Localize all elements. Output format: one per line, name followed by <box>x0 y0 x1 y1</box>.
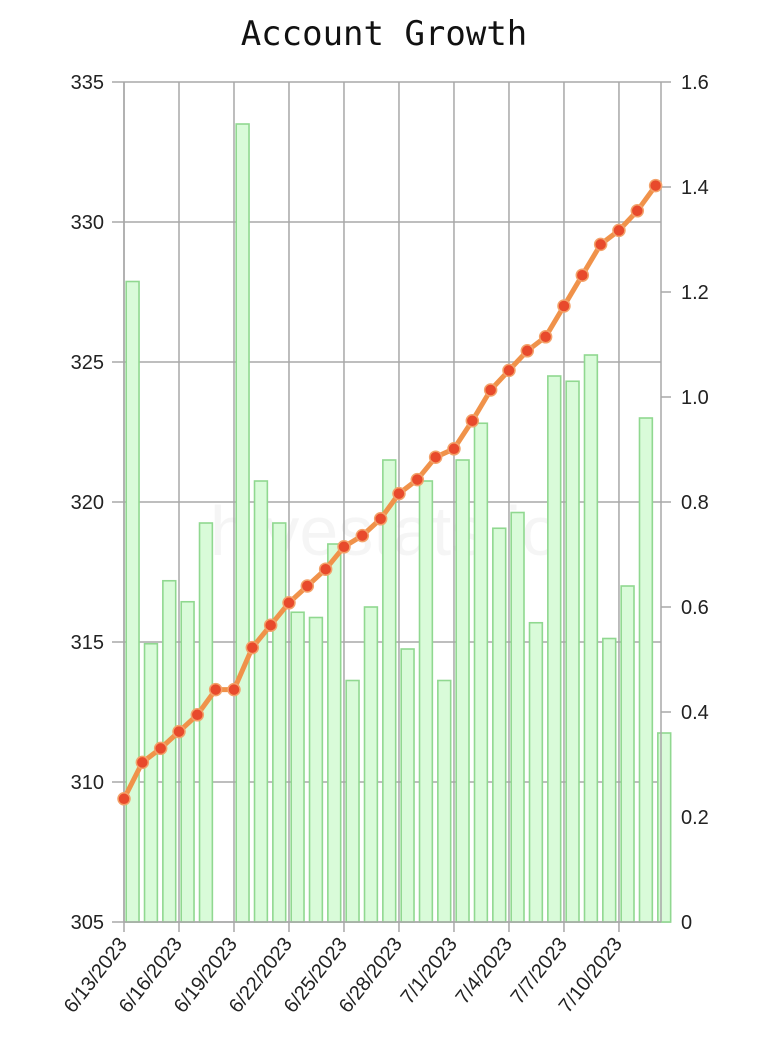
right-tick-label: 1.2 <box>681 282 709 304</box>
line-point <box>483 383 498 397</box>
line-point <box>447 442 461 456</box>
left-tick-label: 315 <box>71 632 104 654</box>
bar <box>290 611 305 923</box>
left-axis-ticks: 305 310 315 320 325 330 335 <box>71 72 104 934</box>
line-point <box>117 792 131 806</box>
bar <box>180 600 195 923</box>
right-tick-label: 1.4 <box>681 177 709 199</box>
line-point <box>465 414 480 428</box>
bar <box>565 380 580 923</box>
bar <box>620 585 635 923</box>
line-point <box>208 682 223 697</box>
line-point <box>630 204 645 218</box>
bar <box>547 375 562 923</box>
bar <box>125 280 140 923</box>
bar <box>473 422 489 923</box>
line-point <box>612 223 626 238</box>
bar <box>143 642 159 923</box>
line-point <box>392 486 406 501</box>
line-point <box>593 237 608 252</box>
bar <box>418 480 434 923</box>
right-tick-label: 1.6 <box>681 72 709 94</box>
line-point <box>648 178 663 193</box>
bar <box>657 732 672 923</box>
right-tick-label: 0.4 <box>681 702 709 724</box>
left-tick-label: 335 <box>71 72 104 94</box>
bar <box>602 637 617 923</box>
line-point <box>282 596 296 610</box>
bar <box>583 354 599 923</box>
bar <box>400 648 415 923</box>
line-point <box>245 640 260 655</box>
right-axis-ticks: 0 0.2 0.4 0.6 0.8 1.0 1.2 1.4 1.6 <box>681 72 709 934</box>
bar <box>437 679 452 923</box>
line-point <box>263 618 278 632</box>
left-tick-label: 320 <box>71 492 104 514</box>
left-tick-label: 330 <box>71 212 104 234</box>
line-point <box>153 741 168 756</box>
bar <box>510 511 525 923</box>
line-point <box>410 472 425 487</box>
bar <box>638 417 654 923</box>
bar <box>345 679 360 923</box>
bar <box>492 527 507 923</box>
line-point <box>575 268 590 282</box>
line-point <box>557 299 571 313</box>
bar <box>253 480 269 923</box>
left-tick-label: 305 <box>71 912 104 934</box>
line-point <box>190 708 205 722</box>
line-point <box>300 579 315 593</box>
bar <box>455 459 470 923</box>
bar <box>382 459 397 923</box>
bar <box>528 621 544 923</box>
line-point <box>428 450 443 464</box>
left-tick-label: 325 <box>71 352 104 374</box>
x-tick-label: 7/1/2023 <box>397 934 462 1009</box>
axes <box>123 82 662 923</box>
right-tick-label: 1.0 <box>681 387 709 409</box>
chart-title: Account Growth <box>240 14 528 54</box>
line-point <box>227 682 241 697</box>
bar <box>198 522 214 923</box>
right-tick-label: 0.2 <box>681 807 709 829</box>
line-point <box>355 528 370 543</box>
x-tick-label: 7/4/2023 <box>452 934 517 1009</box>
right-tick-label: 0 <box>681 912 692 934</box>
bar <box>308 616 324 923</box>
x-axis-ticks: 6/13/20236/16/20236/19/20236/22/20236/25… <box>60 934 627 1018</box>
line-point <box>373 512 388 526</box>
line-point <box>337 540 351 554</box>
bar <box>327 543 342 923</box>
line-series <box>117 178 663 806</box>
left-tick-label: 310 <box>71 772 104 794</box>
right-tick-label: 0.8 <box>681 492 709 514</box>
bar <box>235 123 250 923</box>
line-point <box>318 562 333 576</box>
line-point <box>135 755 150 770</box>
line-point <box>172 724 186 739</box>
line-point <box>538 330 553 344</box>
line-point <box>502 363 516 378</box>
right-tick-label: 0.6 <box>681 597 709 619</box>
bar <box>272 522 287 923</box>
line-point <box>520 344 535 358</box>
bar <box>363 606 379 923</box>
